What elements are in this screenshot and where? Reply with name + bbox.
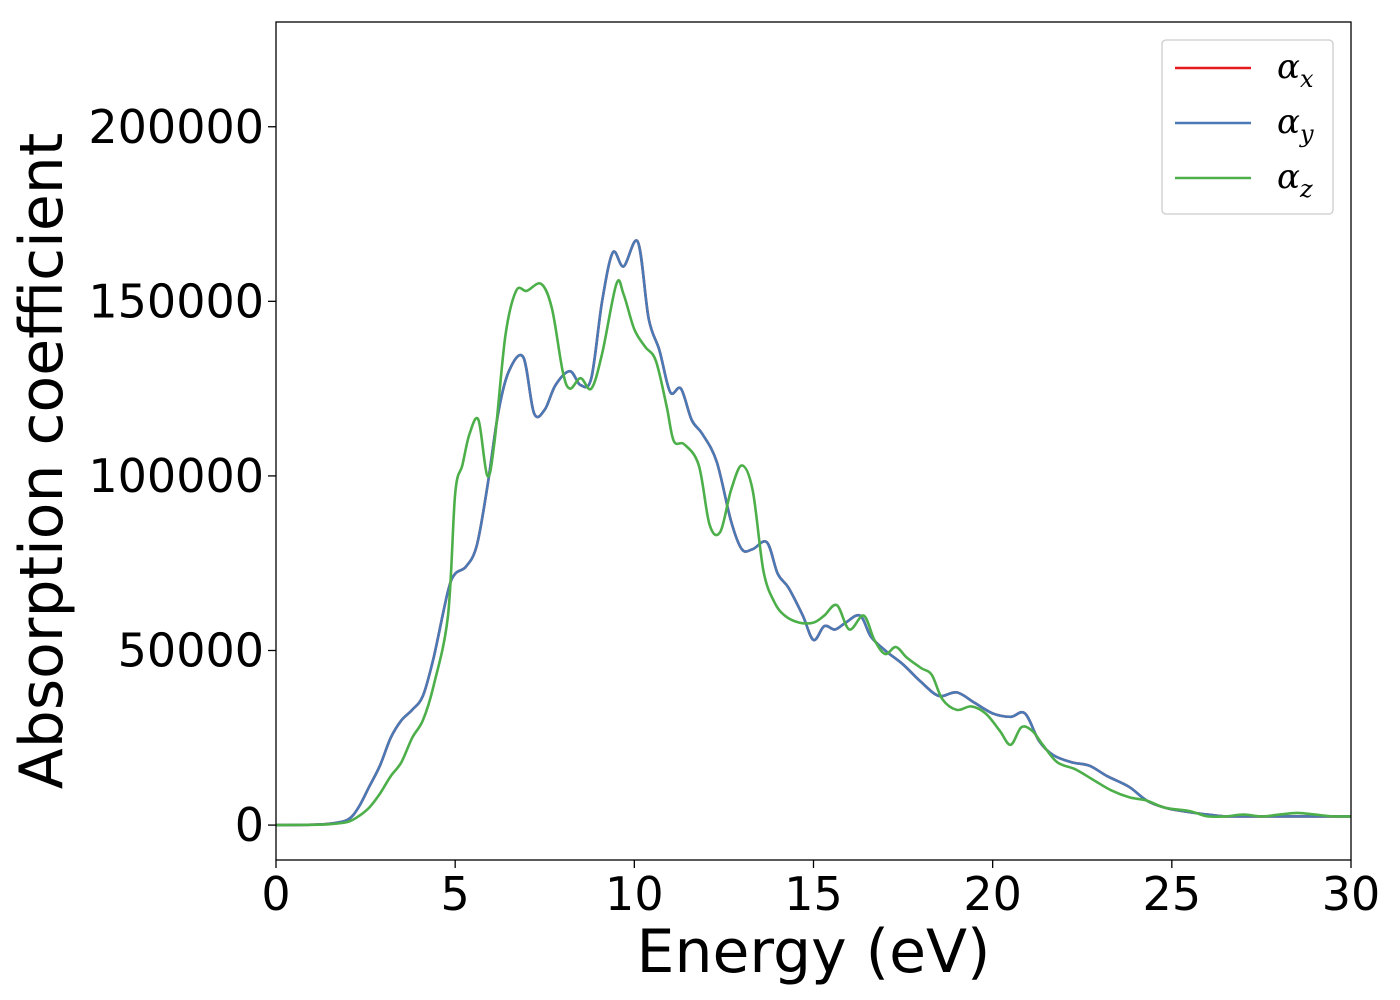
legend-label-alpha-z: αz (1277, 157, 1313, 203)
y-tick-label: 50000 (118, 624, 264, 678)
x-axis-title: Energy (eV) (637, 917, 991, 987)
series-line-alpha-x (275, 239, 1351, 827)
legend-label-subscript: x (1300, 65, 1314, 93)
y-tick-label: 200000 (88, 100, 264, 154)
x-tick-label: 30 (1322, 867, 1381, 921)
legend-label-alpha-y: αy (1277, 102, 1314, 148)
legend-box (1161, 39, 1334, 215)
y-axis-title: Absorption coefficient (7, 133, 77, 790)
series-line-alpha-y (275, 239, 1351, 827)
legend-label-symbol: α (1277, 157, 1300, 197)
legend-label-subscript: z (1299, 175, 1313, 203)
series-line-alpha-z (275, 278, 1352, 827)
x-tick-label: 25 (1143, 867, 1202, 921)
x-tick-label: 0 (261, 867, 290, 921)
y-tick-label: 0 (235, 798, 264, 852)
x-tick-label: 5 (441, 867, 470, 921)
x-tick-label: 15 (784, 867, 843, 921)
y-axis: 0 50000 100000 150000 200000 (88, 100, 276, 852)
x-tick-label: 10 (605, 867, 664, 921)
legend-label-subscript: y (1299, 120, 1314, 148)
x-tick-label: 20 (963, 867, 1022, 921)
y-tick-label: 150000 (88, 274, 264, 328)
legend-label-alpha-x: αx (1277, 47, 1314, 93)
legend-label-symbol: α (1277, 47, 1300, 87)
series-layer (275, 239, 1352, 827)
x-axis: 0 5 10 15 20 25 30 (261, 860, 1380, 921)
y-tick-label: 100000 (88, 449, 264, 503)
legend-label-symbol: α (1277, 102, 1300, 142)
